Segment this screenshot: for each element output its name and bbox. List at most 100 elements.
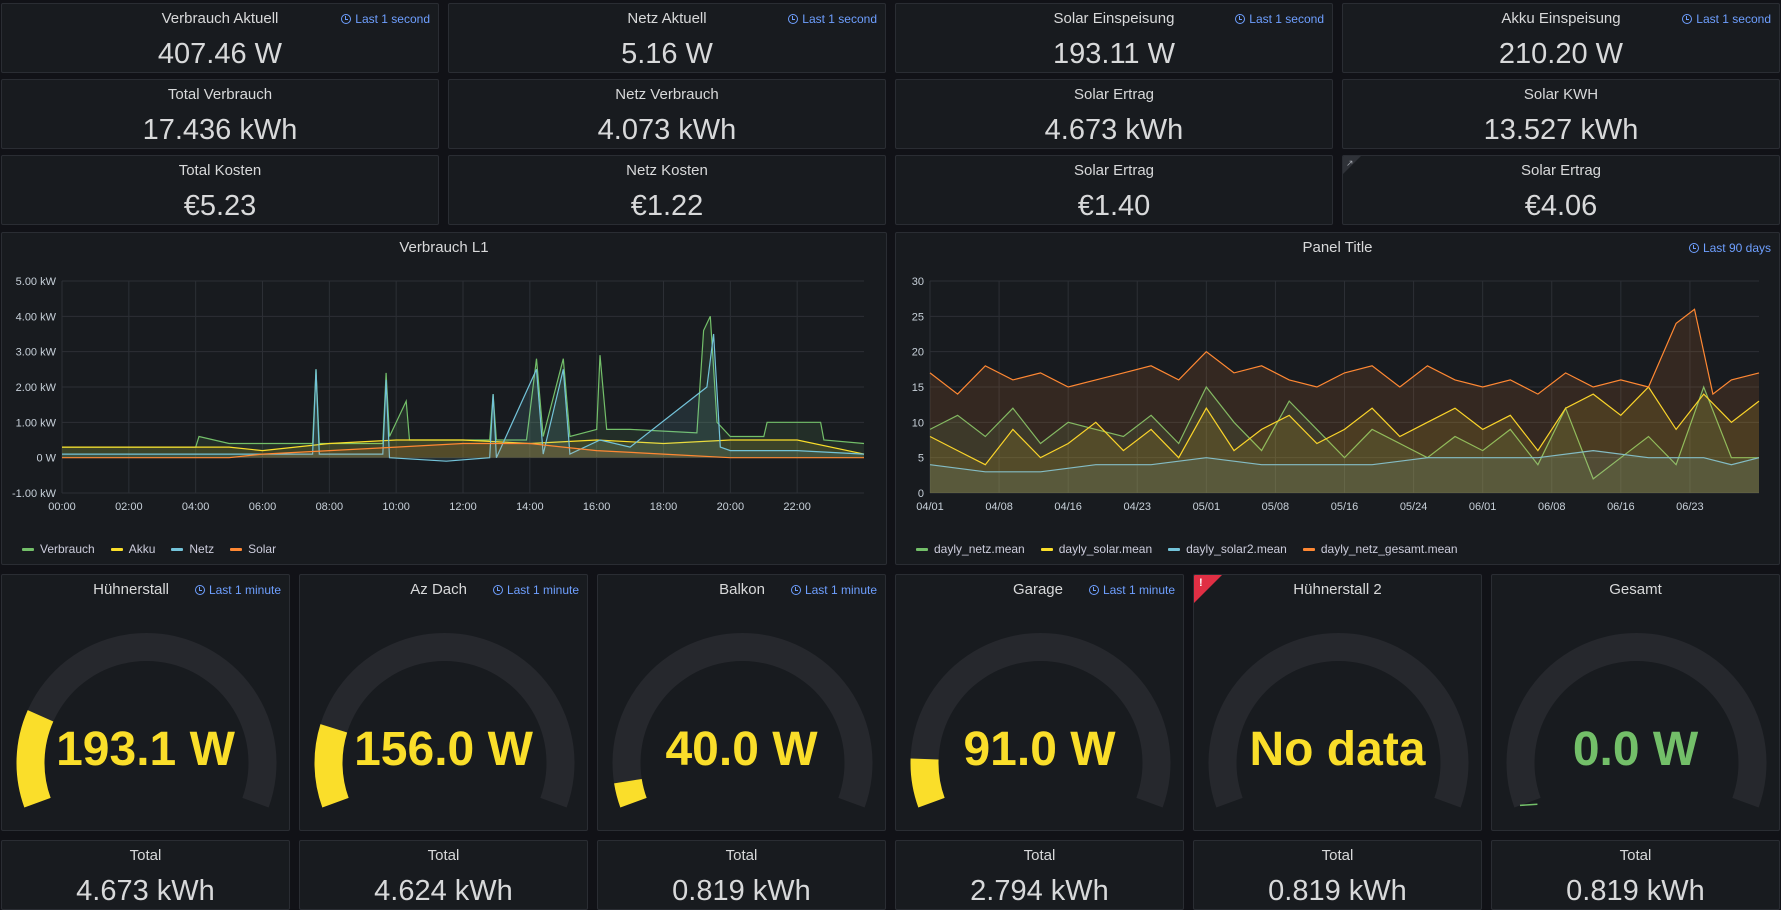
stat-panel[interactable]: Verbrauch Aktuell Last 1 second 407.46 W: [1, 3, 439, 73]
verbrauch-l1-chart[interactable]: 5.00 kW 4.00 kW 3.00 kW 2.00 kW 1.00 kW 0 W -1…: [2, 263, 887, 543]
gauge-fill: [16, 710, 54, 808]
stat-value: €1.40: [1077, 190, 1151, 222]
stat-panel[interactable]: Netz Kosten €1.22: [448, 155, 886, 225]
x-tick-label: 05/16: [1331, 501, 1359, 513]
clock-icon: [194, 585, 205, 595]
stat-panel[interactable]: Solar KWH 13.527 kWh: [1342, 79, 1780, 149]
legend-label: Verbrauch: [40, 542, 95, 556]
total-panel[interactable]: Total 0.819 kWh: [597, 840, 886, 910]
total-title: Total: [1023, 847, 1056, 864]
gauge-fill: [614, 778, 647, 808]
legend-item[interactable]: dayly_netz.mean: [916, 542, 1025, 556]
stat-title: Solar Ertrag: [1520, 162, 1602, 179]
legend-item[interactable]: dayly_solar.mean: [1040, 542, 1153, 556]
total-value: 0.819 kWh: [1268, 875, 1407, 907]
stat-panel[interactable]: Netz Verbrauch 4.073 kWh: [448, 79, 886, 149]
gauge-panel[interactable]: Gesamt 0.0 W: [1491, 574, 1780, 831]
gauge-track: [314, 633, 575, 808]
total-panel[interactable]: Total 2.794 kWh: [895, 840, 1184, 910]
external-link-icon[interactable]: ↗: [1346, 158, 1354, 168]
stat-panel[interactable]: Solar Ertrag 4.673 kWh: [895, 79, 1333, 149]
series-line-dayly-solar2-mean: [929, 449, 1760, 473]
total-panel[interactable]: Total 4.673 kWh: [1, 840, 290, 910]
gauge-panel[interactable]: Az Dach Last 1 minute 156.0 W: [299, 574, 588, 831]
y-tick-label: 10: [912, 417, 924, 429]
series-area-dayly-netz-gesamt-mean: [930, 309, 1759, 493]
panel-title-panel[interactable]: Panel Title Last 90 days 30 25 20 15 10 5 0 04/…: [895, 232, 1780, 565]
legend-item[interactable]: dayly_solar2.mean: [1168, 542, 1287, 556]
legend-swatch: [1040, 547, 1053, 551]
alert-corner[interactable]: [1194, 575, 1222, 603]
stat-panel[interactable]: Solar Einspeisung Last 1 second 193.11 W: [895, 3, 1333, 73]
stat-panel[interactable]: Total Verbrauch 17.436 kWh: [1, 79, 439, 149]
total-value: 0.819 kWh: [672, 875, 811, 907]
panel-link-corner[interactable]: [1343, 156, 1361, 174]
gauge-value: 40.0 W: [665, 723, 818, 776]
time-override: Last 1 second: [341, 12, 430, 26]
stat-value: €5.23: [183, 190, 257, 222]
total-value: 4.673 kWh: [76, 875, 215, 907]
stat-panel[interactable]: ↗ Solar Ertrag €4.06: [1342, 155, 1780, 225]
series-line-dayly-netz-gesamt-mean: [929, 308, 1760, 396]
series-line-dayly-netz-mean: [929, 385, 1759, 480]
x-tick-label: 04/16: [1054, 501, 1082, 513]
clock-icon: [1235, 14, 1246, 24]
gauge-panel[interactable]: ! Hühnerstall 2 No data: [1193, 574, 1482, 831]
gauge-value: No data: [1249, 723, 1426, 776]
total-panel[interactable]: Total 0.819 kWh: [1491, 840, 1780, 910]
gauge-dial: [314, 633, 575, 808]
legend-swatch: [1302, 547, 1315, 551]
clock-icon: [1688, 243, 1699, 253]
time-override: Last 1 minute: [492, 583, 579, 597]
stat-title: Total Verbrauch: [167, 86, 273, 103]
alert-icon[interactable]: !: [1199, 577, 1203, 589]
stat-title: Solar Ertrag: [1073, 162, 1155, 179]
clock-icon: [492, 585, 503, 595]
panel-title-chart[interactable]: 30 25 20 15 10 5 004/01 04/08 04/16 04/23 05/01 05/…: [896, 263, 1780, 543]
legend-swatch: [171, 547, 184, 551]
gauge-title: Balkon: [719, 581, 765, 598]
x-tick-label: 06/01: [1469, 501, 1497, 513]
x-tick-label: 05/01: [1193, 501, 1221, 513]
gauge-title: Az Dach: [410, 581, 467, 598]
y-tick-label: 3.00 kW: [16, 347, 57, 359]
verbrauch-l1-panel[interactable]: Verbrauch L1 5.00 kW 4.00 kW 3.00 kW 2.00 k…: [1, 232, 887, 565]
stat-panel[interactable]: Netz Aktuell Last 1 second 5.16 W: [448, 3, 886, 73]
total-panel[interactable]: Total 0.819 kWh: [1193, 840, 1482, 910]
legend-swatch: [22, 547, 34, 551]
stat-panel[interactable]: Solar Ertrag €1.40: [895, 155, 1333, 225]
gauge-panel[interactable]: Hühnerstall Last 1 minute 193.1 W: [1, 574, 290, 831]
series-area-akku: [62, 440, 864, 458]
legend-swatch: [230, 547, 243, 551]
legend-item[interactable]: Verbrauch: [22, 542, 95, 556]
clock-icon: [341, 14, 352, 24]
stat-value: 210.20 W: [1498, 38, 1624, 70]
stat-title: Netz Aktuell: [627, 10, 707, 27]
series-area-dayly-netz-mean: [930, 387, 1759, 493]
legend-label: Akku: [128, 542, 156, 556]
time-override: Last 1 second: [788, 12, 877, 26]
gauge-panel[interactable]: Balkon Last 1 minute 40.0 W: [597, 574, 886, 831]
y-tick-label: 25: [912, 311, 924, 323]
y-tick-label: 5: [918, 453, 924, 465]
y-tick-label: 2.00 kW: [16, 382, 57, 394]
stat-panel[interactable]: Akku Einspeisung Last 1 second 210.20 W: [1342, 3, 1780, 73]
total-title: Total: [1321, 847, 1354, 864]
legend-item[interactable]: Netz: [171, 542, 214, 556]
total-value: 2.794 kWh: [970, 875, 1109, 907]
legend-swatch: [110, 547, 123, 551]
time-override: Last 1 minute: [1088, 583, 1175, 597]
legend-label: dayly_solar.mean: [1058, 542, 1153, 556]
legend-item[interactable]: Solar: [230, 542, 276, 556]
stat-value: 17.436 kWh: [142, 114, 298, 146]
total-panel[interactable]: Total 4.624 kWh: [299, 840, 588, 910]
x-tick-label: 02:00: [115, 501, 143, 513]
series-area-verbrauch: [62, 316, 864, 458]
x-tick-label: 20:00: [717, 501, 745, 513]
legend-item[interactable]: Akku: [110, 542, 156, 556]
stat-panel[interactable]: Total Kosten €5.23: [1, 155, 439, 225]
gauge-panel[interactable]: Garage Last 1 minute 91.0 W: [895, 574, 1184, 831]
stat-title: Solar KWH: [1523, 86, 1599, 103]
gauge-dial: [612, 633, 873, 808]
legend-item[interactable]: dayly_netz_gesamt.mean: [1302, 542, 1458, 556]
